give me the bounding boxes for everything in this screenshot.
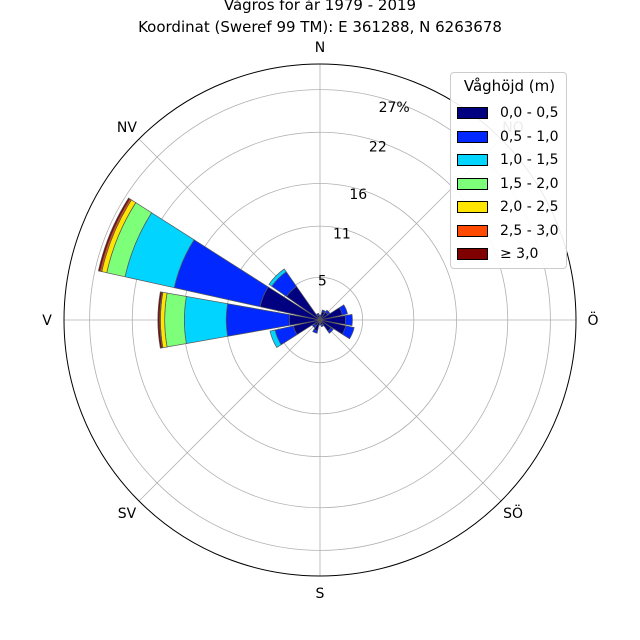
- rose-bar-segment: [312, 328, 319, 334]
- legend-label: 2,0 - 2,5: [500, 199, 559, 215]
- legend-item: ≥ 3,0: [457, 245, 565, 263]
- legend-item: 0,0 - 0,5: [457, 104, 565, 122]
- rose-bar-segment: [324, 309, 331, 316]
- legend-swatch: [457, 177, 488, 190]
- legend-label: 1,0 - 1,5: [500, 152, 559, 168]
- rose-bar-segment: [164, 292, 187, 348]
- radial-tick-label: 16: [349, 187, 367, 203]
- legend-label: 1,5 - 2,0: [500, 175, 559, 192]
- radial-tick-label: 11: [333, 226, 351, 242]
- legend-swatch: [457, 248, 488, 260]
- rose-bar-segment: [184, 296, 228, 344]
- rose-bar-segment: [338, 304, 348, 316]
- radial-tick-label: 5: [318, 274, 327, 290]
- rose-bars: [97, 197, 355, 349]
- rose-bar-segment: [341, 325, 355, 340]
- legend-swatch: [457, 154, 488, 166]
- rose-bar-segment: [315, 312, 320, 317]
- direction-label: S: [316, 586, 325, 602]
- legend-item: 0,5 - 1,0: [457, 128, 565, 146]
- chart-subtitle: Koordinat (Sweref 99 TM): E 361288, N 62…: [138, 18, 502, 36]
- legend-swatch: [457, 130, 488, 143]
- rose-bar-segment: [321, 309, 326, 314]
- legend-swatch: [457, 107, 488, 119]
- legend-swatch: [457, 224, 488, 237]
- legend-item: 2,5 - 3,0: [457, 222, 565, 240]
- rose-bar-segment: [311, 323, 317, 329]
- direction-label: NV: [117, 120, 137, 136]
- rose-bar-segment: [157, 291, 163, 349]
- direction-label: Ö: [587, 311, 598, 329]
- legend-item: 2,0 - 2,5: [457, 198, 565, 216]
- radial-tick-label: 27%: [379, 100, 410, 116]
- chart-title: Vågros för år 1979 - 2019: [223, 0, 417, 14]
- legend-title: Våghöjd (m): [463, 77, 556, 95]
- direction-label: V: [42, 313, 52, 329]
- rose-bar-segment: [327, 327, 334, 334]
- radial-tick-label: 22: [369, 140, 387, 156]
- rose-bar-segment: [320, 323, 325, 328]
- rose-bar-segment: [269, 329, 282, 348]
- legend-item: 1,0 - 1,5: [457, 151, 565, 169]
- legend-swatch: [457, 201, 488, 213]
- legend-label: ≥ 3,0: [500, 246, 539, 262]
- rose-bar-segment: [268, 268, 287, 287]
- legend-label: 2,5 - 3,0: [500, 222, 559, 239]
- legend-item: 1,5 - 2,0: [457, 175, 565, 193]
- rose-bar-segment: [97, 197, 131, 272]
- grid-spoke: [138, 319, 321, 502]
- legend-label: 0,0 - 0,5: [500, 105, 559, 121]
- direction-label: N: [315, 40, 325, 56]
- rose-bar-segment: [344, 313, 353, 327]
- polar-grid: [64, 64, 576, 576]
- direction-label: SÖ: [503, 504, 523, 522]
- legend: Våghöjd (m) 0,0 - 0,5 0,5 - 1,0 1,0 - 1,5 1…: [450, 72, 567, 269]
- direction-label: SV: [118, 506, 137, 522]
- outer-frame: [63, 63, 577, 577]
- legend-label: 0,5 - 1,0: [500, 128, 559, 145]
- grid-spoke: [319, 319, 502, 502]
